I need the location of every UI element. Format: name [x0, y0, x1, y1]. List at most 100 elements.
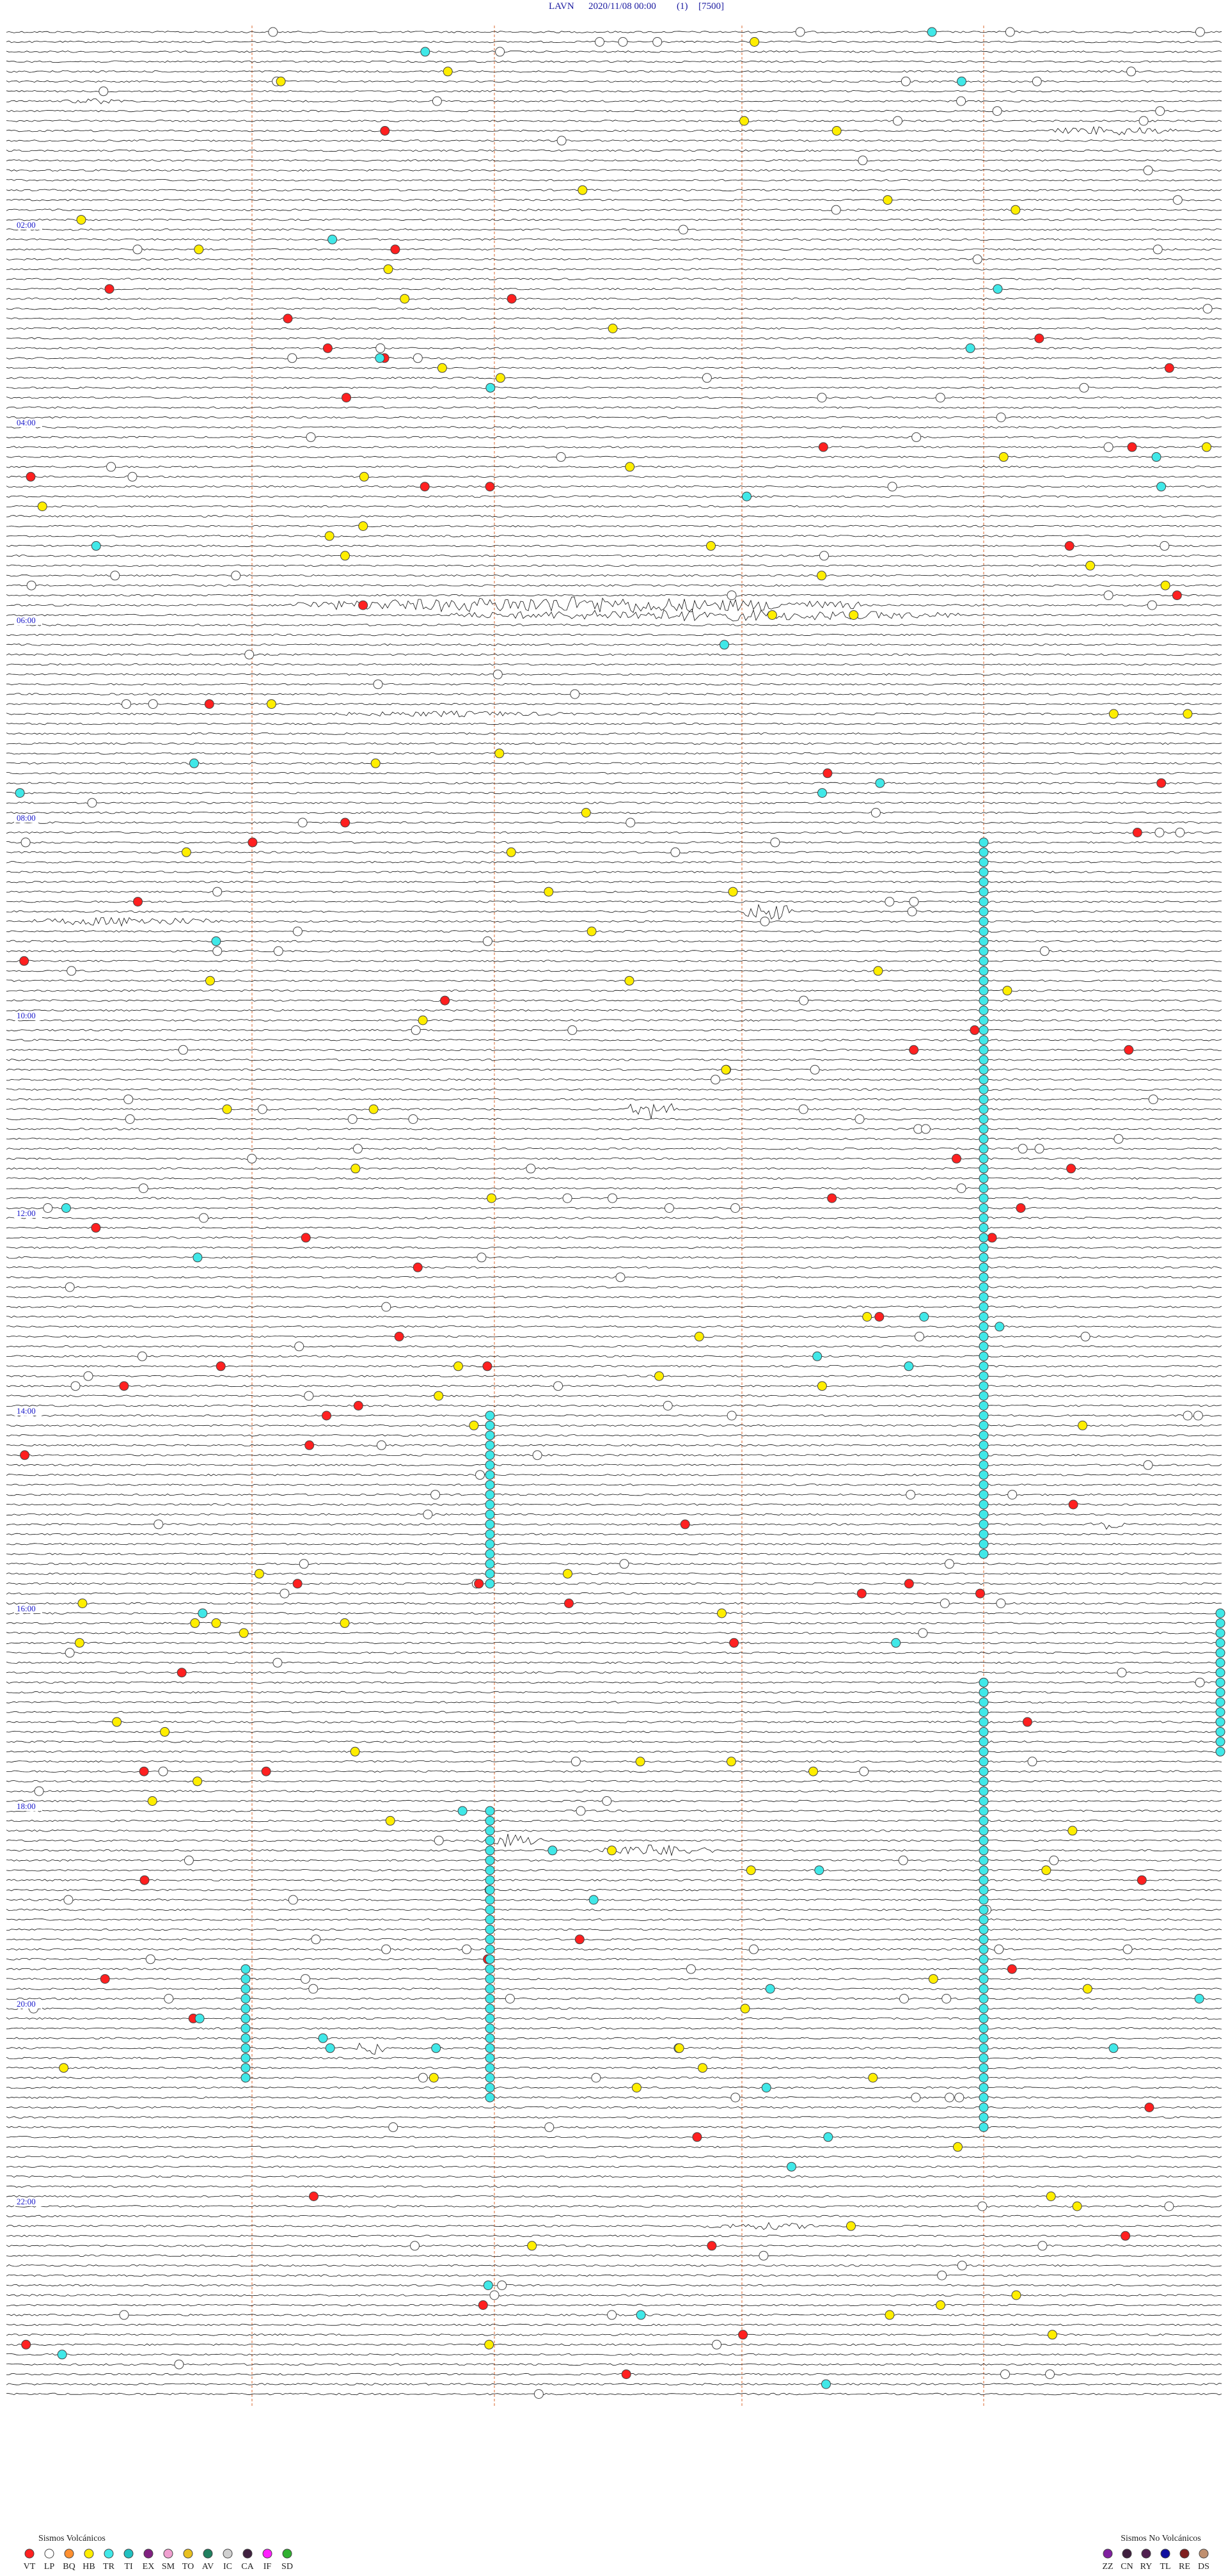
legend-swatch	[1160, 2548, 1170, 2559]
marker	[485, 1815, 495, 1826]
trace	[6, 238, 1222, 241]
trace	[6, 2264, 1222, 2267]
marker	[746, 1865, 756, 1876]
marker	[918, 1628, 928, 1638]
trace	[6, 1276, 1222, 1279]
trace	[6, 1948, 1222, 1951]
trace	[6, 930, 1222, 933]
marker	[956, 1183, 966, 1194]
marker	[1049, 1855, 1059, 1865]
trace	[6, 2043, 1222, 2055]
marker	[979, 1984, 989, 1994]
marker	[979, 1341, 989, 1352]
marker	[979, 1855, 989, 1865]
marker	[979, 1114, 989, 1124]
trace	[6, 1473, 1222, 1476]
marker	[979, 1401, 989, 1410]
marker	[1215, 1687, 1225, 1698]
legend-swatch	[1179, 2548, 1190, 2559]
hour-labels: 02:00 04:00 06:00 08:00 10:00 12:00 14:00 16:00…	[14, 220, 42, 2206]
marker	[1215, 1628, 1225, 1638]
trace	[6, 644, 1222, 646]
trace	[6, 1602, 1222, 1605]
marker	[979, 1134, 989, 1144]
marker	[979, 1806, 989, 1816]
marker	[808, 1766, 818, 1776]
trace	[6, 446, 1222, 448]
marker	[485, 2053, 495, 2063]
marker	[588, 1895, 599, 1905]
marker	[485, 2033, 495, 2043]
trace	[6, 1553, 1222, 1556]
marker	[240, 2023, 251, 2034]
marker	[979, 966, 989, 976]
marker	[979, 1915, 989, 1925]
marker	[819, 551, 829, 561]
marker	[726, 1757, 736, 1767]
marker	[15, 788, 25, 798]
marker	[294, 1341, 304, 1352]
marker	[1215, 1677, 1225, 1687]
trace	[6, 1315, 1222, 1318]
marker	[483, 2280, 493, 2291]
trace	[6, 1335, 1222, 1338]
marker	[485, 1924, 495, 1934]
trace	[6, 485, 1222, 488]
marker	[936, 2300, 945, 2310]
trace	[6, 732, 1222, 735]
trace	[6, 1048, 1222, 1052]
marker	[487, 1193, 496, 1203]
marker	[979, 2013, 989, 2023]
marker	[485, 1410, 495, 1421]
trace	[6, 903, 1222, 921]
legend-code: IF	[264, 2562, 272, 2572]
marker	[304, 1440, 315, 1450]
trace	[6, 1641, 1222, 1645]
legend-code: VT	[24, 2562, 36, 2572]
marker	[979, 2122, 989, 2132]
marker	[485, 1855, 495, 1865]
legend-code: ZZ	[1102, 2562, 1113, 2572]
marker	[119, 2310, 129, 2320]
scale: [7500]	[698, 1, 724, 12]
marker	[527, 2241, 537, 2251]
trace	[6, 1987, 1222, 1990]
marker	[911, 432, 922, 442]
marker	[621, 2369, 631, 2380]
trace	[6, 1137, 1222, 1141]
trace	[6, 2145, 1222, 2149]
legend-swatch	[24, 2548, 35, 2559]
marker	[729, 1638, 739, 1648]
marker	[385, 1815, 395, 1826]
marker	[979, 1707, 989, 1717]
marker	[979, 1944, 989, 1954]
marker	[431, 2043, 441, 2053]
marker	[394, 1331, 404, 1341]
trace	[6, 357, 1222, 360]
marker	[979, 1183, 989, 1194]
marker	[507, 294, 517, 304]
trace	[6, 1780, 1222, 1783]
marker	[189, 758, 199, 768]
marker	[979, 917, 989, 926]
trace	[6, 2037, 1222, 2040]
marker	[717, 1608, 727, 1618]
marker	[1148, 1094, 1158, 1105]
marker	[240, 2073, 251, 2083]
trace	[6, 940, 1222, 943]
trace	[6, 120, 1222, 122]
marker	[749, 1944, 759, 1954]
marker	[862, 1312, 872, 1322]
marker	[979, 2092, 989, 2103]
marker	[1215, 1737, 1225, 1747]
marker	[740, 2003, 750, 2014]
marker	[485, 2023, 495, 2034]
trace	[6, 1444, 1222, 1447]
marker	[556, 136, 567, 146]
trace	[6, 2126, 1222, 2129]
marker	[979, 1885, 989, 1895]
marker	[1215, 1697, 1225, 1707]
marker	[1027, 1757, 1037, 1767]
marker	[975, 1588, 985, 1599]
